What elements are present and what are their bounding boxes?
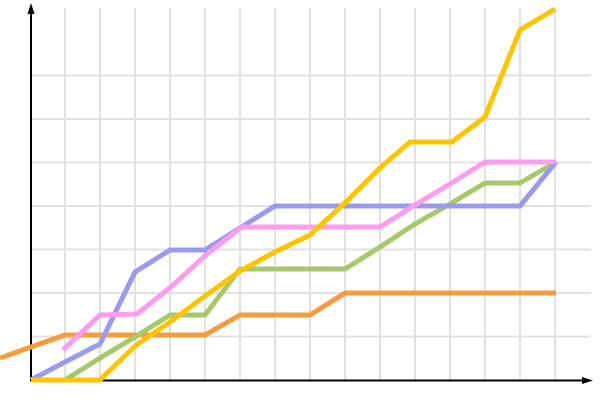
series-green bbox=[31, 159, 558, 383]
series-orange bbox=[0, 290, 556, 361]
x-axis bbox=[30, 377, 593, 384]
series-pink bbox=[61, 159, 556, 352]
series-periwinkle bbox=[29, 160, 558, 383]
x-axis-arrow-icon bbox=[582, 377, 593, 384]
y-axis-arrow-icon bbox=[27, 3, 35, 14]
y-axis bbox=[27, 3, 35, 381]
series-gold bbox=[31, 6, 557, 383]
grid bbox=[31, 8, 591, 380]
